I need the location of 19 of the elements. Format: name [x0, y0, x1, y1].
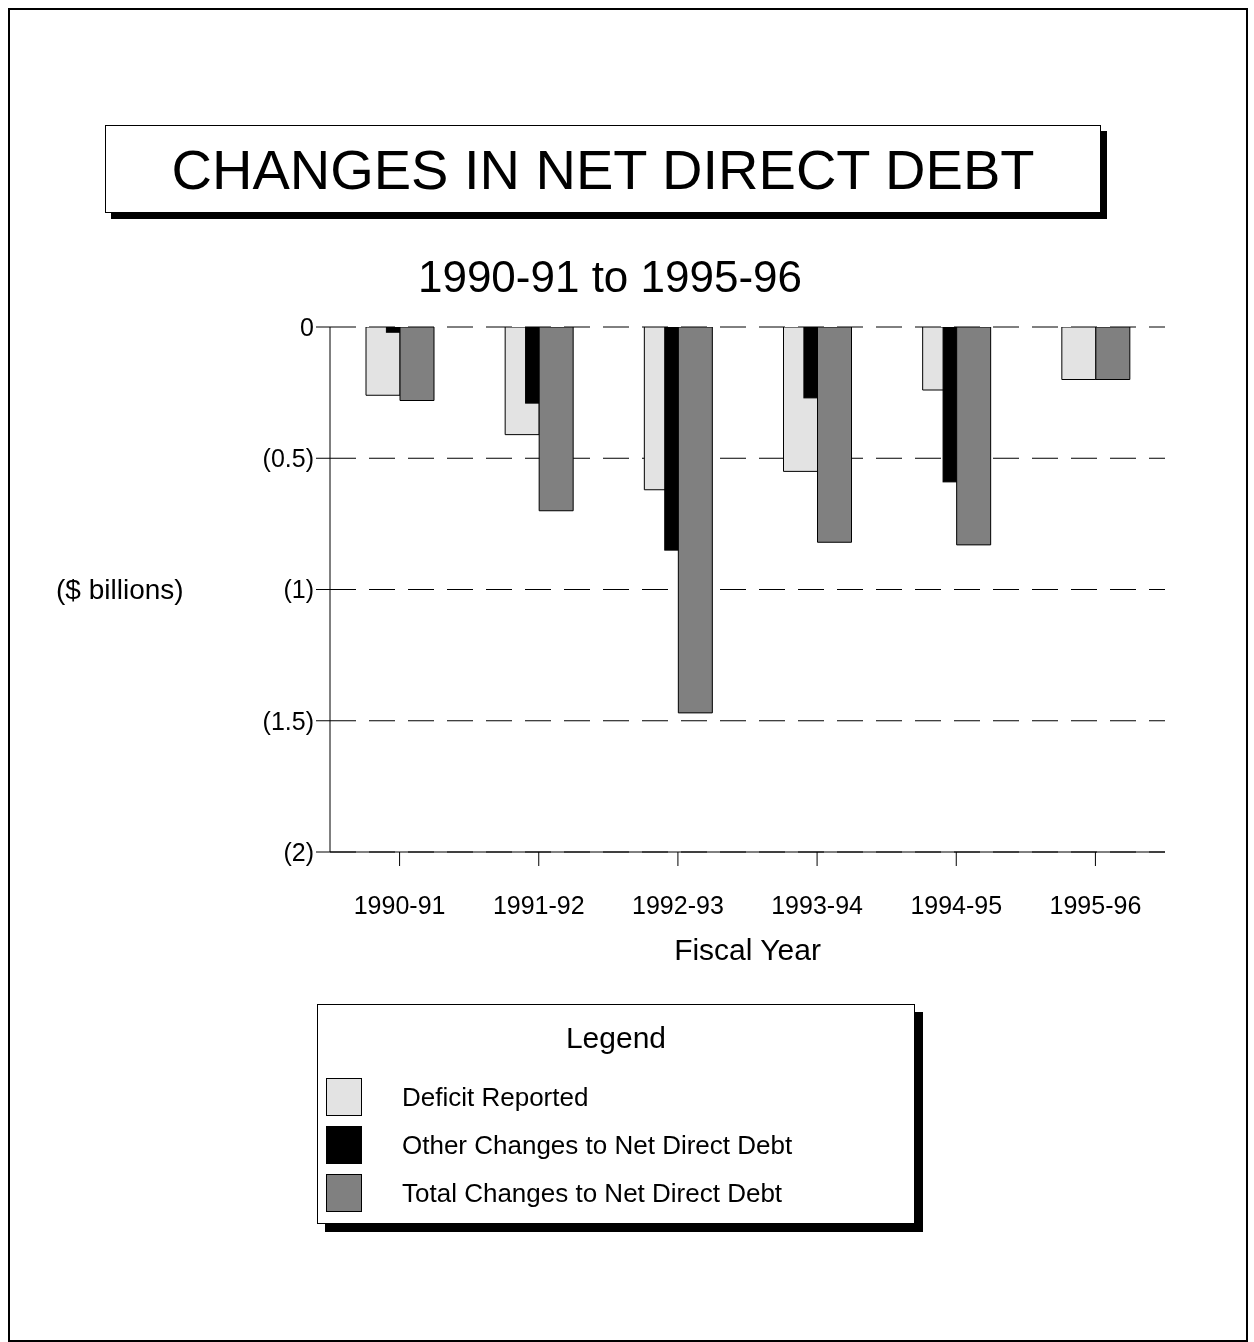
chart-title: CHANGES IN NET DIRECT DEBT — [105, 125, 1101, 213]
x-tick-label: 1990-91 — [353, 890, 446, 919]
y-tick-label: (2) — [283, 837, 314, 866]
x-tick-label: 1994-95 — [910, 890, 1003, 919]
x-tick-label: 1995-96 — [1049, 890, 1142, 919]
legend-title: Legend — [564, 1021, 668, 1055]
x-tick-label: 1991-92 — [492, 890, 585, 919]
y-tick-label: 0 — [300, 312, 314, 341]
legend-label: Other Changes to Net Direct Debt — [402, 1129, 793, 1161]
y-tick-label: (1.5) — [262, 706, 314, 735]
x-tick-label: 1993-94 — [771, 890, 864, 919]
x-axis-title: Fiscal Year — [674, 933, 821, 966]
y-tick-label: (0.5) — [262, 444, 314, 473]
chart-subtitle: 1990-91 to 1995-96 — [416, 252, 804, 302]
legend-label: Total Changes to Net Direct Debt — [402, 1177, 783, 1209]
legend-label: Deficit Reported — [402, 1081, 589, 1113]
x-tick-label: 1992-93 — [632, 890, 724, 919]
y-tick-label: (1) — [283, 575, 314, 604]
y-axis-title: ($ billions) — [56, 574, 184, 606]
